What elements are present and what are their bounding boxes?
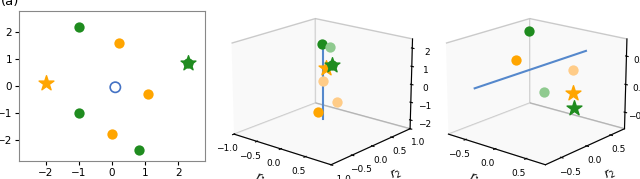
X-axis label: $r_1$: $r_1$	[467, 170, 483, 179]
Point	[74, 111, 84, 114]
Point	[74, 25, 84, 28]
Point	[183, 62, 193, 64]
Text: (a): (a)	[1, 0, 19, 8]
Point	[113, 42, 124, 44]
Point	[40, 82, 51, 85]
Point	[133, 149, 143, 152]
X-axis label: $r_1$: $r_1$	[253, 170, 268, 179]
Point	[143, 93, 154, 95]
Y-axis label: $r_2$: $r_2$	[602, 165, 618, 179]
Point	[110, 86, 120, 89]
Y-axis label: $r_2$: $r_2$	[388, 165, 404, 179]
Point	[107, 133, 117, 136]
Point	[183, 62, 193, 64]
